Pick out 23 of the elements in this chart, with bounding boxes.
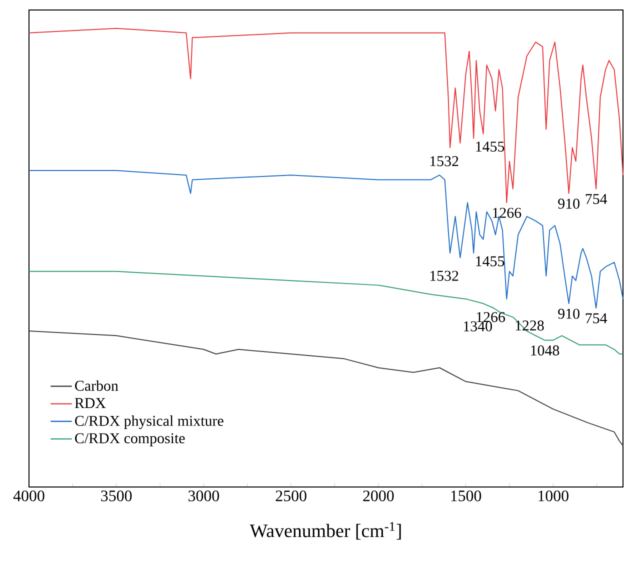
- annotation: 1340: [464, 321, 492, 332]
- legend-label: RDX: [74, 398, 106, 408]
- annotation: 1455: [476, 142, 504, 152]
- annotation: 1532: [430, 270, 458, 281]
- legend-label: C/RDX physical mixture: [75, 415, 224, 430]
- annotation: 754: [586, 313, 608, 324]
- annotation: 1266: [476, 312, 506, 322]
- x-tick-label: 2000: [363, 490, 394, 502]
- annotation: 910: [558, 308, 580, 319]
- x-tick-label: 2500: [276, 490, 306, 502]
- x-tick-label: 3500: [101, 490, 132, 502]
- annotation: 754: [586, 194, 608, 204]
- x-tick-label: 1000: [538, 490, 568, 502]
- x-tick-label: 4000: [13, 490, 44, 502]
- annotation: 910: [558, 198, 580, 209]
- annotation: 1048: [531, 345, 560, 356]
- annotation: 1266: [493, 208, 522, 218]
- x-tick-label: 3000: [188, 490, 220, 502]
- legend-label: C/RDX composite: [75, 433, 185, 446]
- x-axis-title: Wavenumber [cm$^{-1}$]: [250, 522, 401, 540]
- annotation: 1532: [430, 156, 458, 166]
- x-tick-label: 1500: [451, 490, 482, 502]
- legend-label: Carbon: [75, 380, 118, 391]
